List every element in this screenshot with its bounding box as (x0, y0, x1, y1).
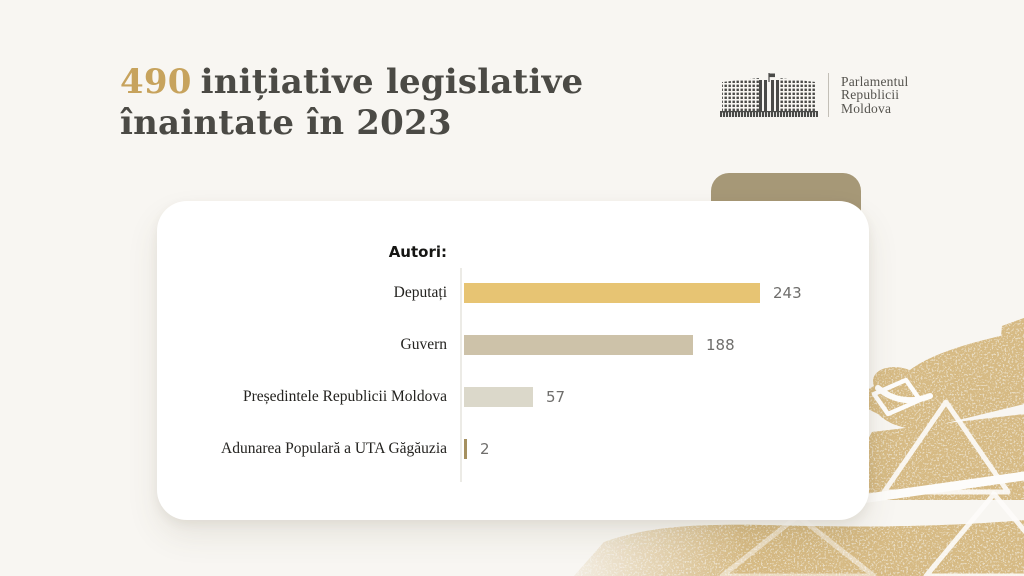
logo-org-line: Parlamentul (841, 73, 909, 89)
chart-card: Autori: Deputați 243 Guvern 188 Președintele… (157, 201, 869, 520)
parliament-building-icon (720, 73, 818, 117)
parliament-logo: Parlamentul Republicii Moldova (720, 72, 908, 118)
category-label: Adunarea Populară a UTA Găgăuzia (221, 440, 447, 457)
category-label: Deputați (393, 284, 447, 301)
category-label: Președintele Republicii Moldova (242, 388, 447, 405)
title-line1: inițiative legislative (200, 62, 584, 102)
chart-axis-line (460, 268, 462, 482)
chart-row: Adunarea Populară a UTA Găgăuzia 2 (157, 423, 869, 475)
value-label: 2 (480, 440, 490, 458)
bar-chart: Autori: Deputați 243 Guvern 188 Președintele… (157, 201, 869, 520)
bar (464, 335, 693, 355)
chart-title: Autori: (388, 243, 447, 261)
logo-divider (828, 73, 829, 117)
value-label: 57 (546, 388, 566, 406)
logo-org-name: Parlamentul Republicii Moldova (841, 75, 908, 116)
bar-rows: Deputați 243 Guvern 188 Președintele Republi… (157, 267, 869, 475)
value-label: 188 (706, 336, 735, 354)
bar (464, 439, 467, 459)
gold-ballot-decoration-graphic (574, 318, 1024, 576)
category-label: Guvern (400, 336, 448, 353)
page-title: 490 inițiative legislative înaintate în 20… (120, 62, 583, 144)
chart-row: Deputați 243 (157, 267, 869, 319)
bar (464, 387, 533, 407)
value-label: 243 (773, 284, 802, 302)
logo-org-line: Moldova (841, 100, 892, 116)
title-line2: înaintate în 2023 (120, 103, 452, 143)
logo-org-line: Republicii (841, 87, 900, 103)
title-number: 490 (120, 62, 192, 102)
chart-row: Guvern 188 (157, 319, 869, 371)
chart-row: Președintele Republicii Moldova 57 (157, 371, 869, 423)
bar (464, 283, 760, 303)
